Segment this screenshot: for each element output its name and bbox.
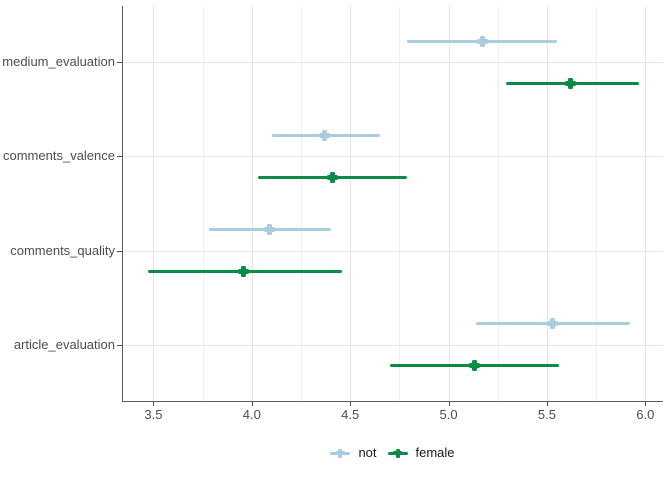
x-axis-tick-label: 5.5 — [537, 407, 556, 422]
x-axis-tick — [153, 402, 155, 406]
gridline-major-horizontal — [122, 344, 663, 346]
gridline-major-horizontal — [122, 250, 663, 252]
legend-label: female — [415, 445, 455, 460]
legend-label: not — [358, 445, 377, 460]
gridline-minor-vertical — [399, 6, 401, 401]
x-axis-tick — [546, 402, 548, 406]
y-axis-label: medium_evaluation — [2, 54, 115, 70]
x-axis-tick — [448, 402, 450, 406]
point-female-medium_evaluation — [565, 78, 577, 90]
gridline-major-vertical — [350, 6, 352, 401]
legend-key-marker — [393, 448, 403, 458]
x-axis-tick-label: 3.5 — [144, 407, 163, 422]
y-axis-label: comments_quality — [10, 242, 115, 258]
plot-panel — [122, 6, 663, 401]
y-axis-tick — [117, 250, 122, 252]
legend-item-not: not — [330, 445, 377, 460]
gridline-major-horizontal — [122, 156, 663, 158]
y-axis-tick — [117, 62, 122, 64]
legend-key-marker — [335, 448, 345, 458]
point-not-comments_quality — [264, 223, 276, 235]
x-axis-tick — [645, 402, 647, 406]
x-axis-line — [122, 401, 663, 402]
gridline-major-vertical — [546, 6, 548, 401]
chart-legend: not female — [122, 445, 663, 461]
gridline-major-vertical — [251, 6, 253, 401]
legend-item-female: female — [387, 445, 455, 460]
x-axis-tick-label: 4.0 — [242, 407, 261, 422]
y-axis-label: article_evaluation — [13, 336, 115, 352]
gridline-major-vertical — [153, 6, 155, 401]
x-axis-tick — [350, 402, 352, 406]
gridline-major-vertical — [448, 6, 450, 401]
x-axis-tick-label: 5.0 — [439, 407, 458, 422]
point-not-medium_evaluation — [476, 35, 488, 47]
point-not-article_evaluation — [547, 317, 559, 329]
legend-key-pointrange-icon — [330, 447, 351, 459]
gridline-minor-vertical — [497, 6, 499, 401]
gridline-minor-vertical — [596, 6, 598, 401]
y-axis-tick — [117, 344, 122, 346]
gridline-minor-vertical — [202, 6, 204, 401]
point-not-comments_valence — [319, 129, 331, 141]
y-axis-line — [122, 6, 123, 402]
point-female-article_evaluation — [468, 360, 480, 372]
gridline-major-horizontal — [122, 62, 663, 64]
x-axis-tick-label: 6.0 — [636, 407, 655, 422]
point-female-comments_valence — [326, 172, 338, 184]
x-axis-tick — [251, 402, 253, 406]
gridline-minor-vertical — [301, 6, 303, 401]
legend-key-pointrange-icon — [387, 447, 408, 459]
point-female-comments_quality — [238, 266, 250, 278]
y-axis-label: comments_valence — [3, 148, 115, 164]
x-axis-tick-label: 4.5 — [341, 407, 360, 422]
y-axis-tick — [117, 156, 122, 158]
gridline-major-vertical — [645, 6, 647, 401]
